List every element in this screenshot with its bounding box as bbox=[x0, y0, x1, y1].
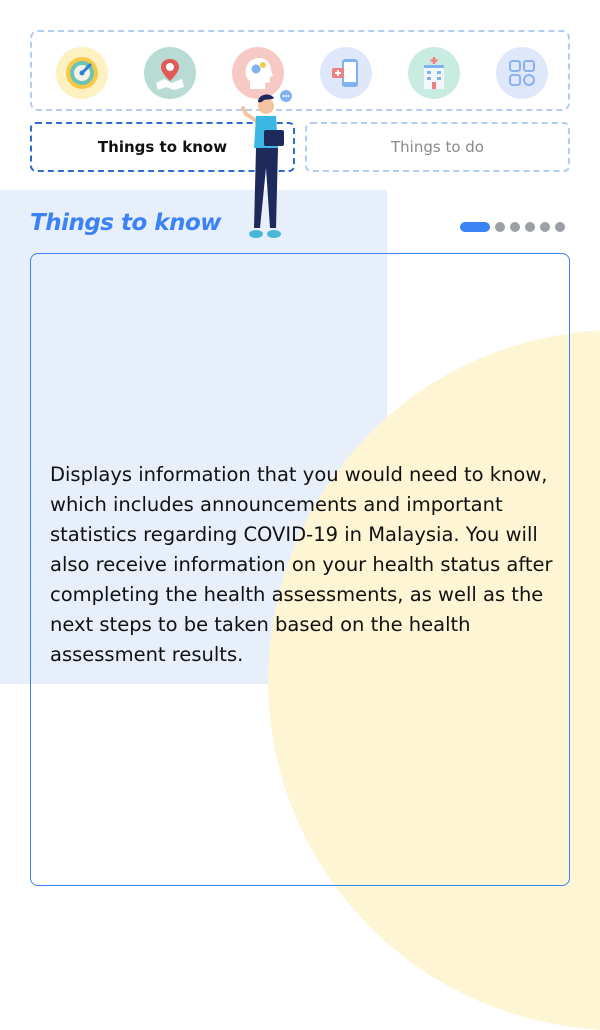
pager-dot[interactable] bbox=[510, 222, 520, 232]
pager-dot[interactable] bbox=[540, 222, 550, 232]
content-card bbox=[30, 253, 570, 886]
head-gears-icon[interactable] bbox=[232, 47, 284, 99]
feature-icon-bar bbox=[30, 30, 570, 111]
speedometer-icon[interactable] bbox=[56, 47, 108, 99]
person-illustration-icon bbox=[241, 90, 292, 238]
pager-dot[interactable] bbox=[495, 222, 505, 232]
pager-dot-active[interactable] bbox=[460, 222, 490, 232]
pager-dot[interactable] bbox=[525, 222, 535, 232]
map-pin-icon[interactable] bbox=[144, 47, 196, 99]
section-title: Things to know bbox=[30, 210, 222, 236]
phone-health-icon[interactable] bbox=[320, 47, 372, 99]
apps-grid-icon[interactable] bbox=[496, 47, 548, 99]
tab-label: Things to do bbox=[391, 138, 484, 156]
tab-things-to-know[interactable]: Things to know bbox=[30, 122, 295, 172]
description-text: Displays information that you would need… bbox=[50, 463, 553, 666]
tab-label: Things to know bbox=[97, 138, 228, 156]
tab-things-to-do[interactable]: Things to do bbox=[305, 122, 570, 172]
pagination-dots[interactable] bbox=[460, 222, 565, 232]
pager-dot[interactable] bbox=[555, 222, 565, 232]
hospital-icon[interactable] bbox=[408, 47, 460, 99]
